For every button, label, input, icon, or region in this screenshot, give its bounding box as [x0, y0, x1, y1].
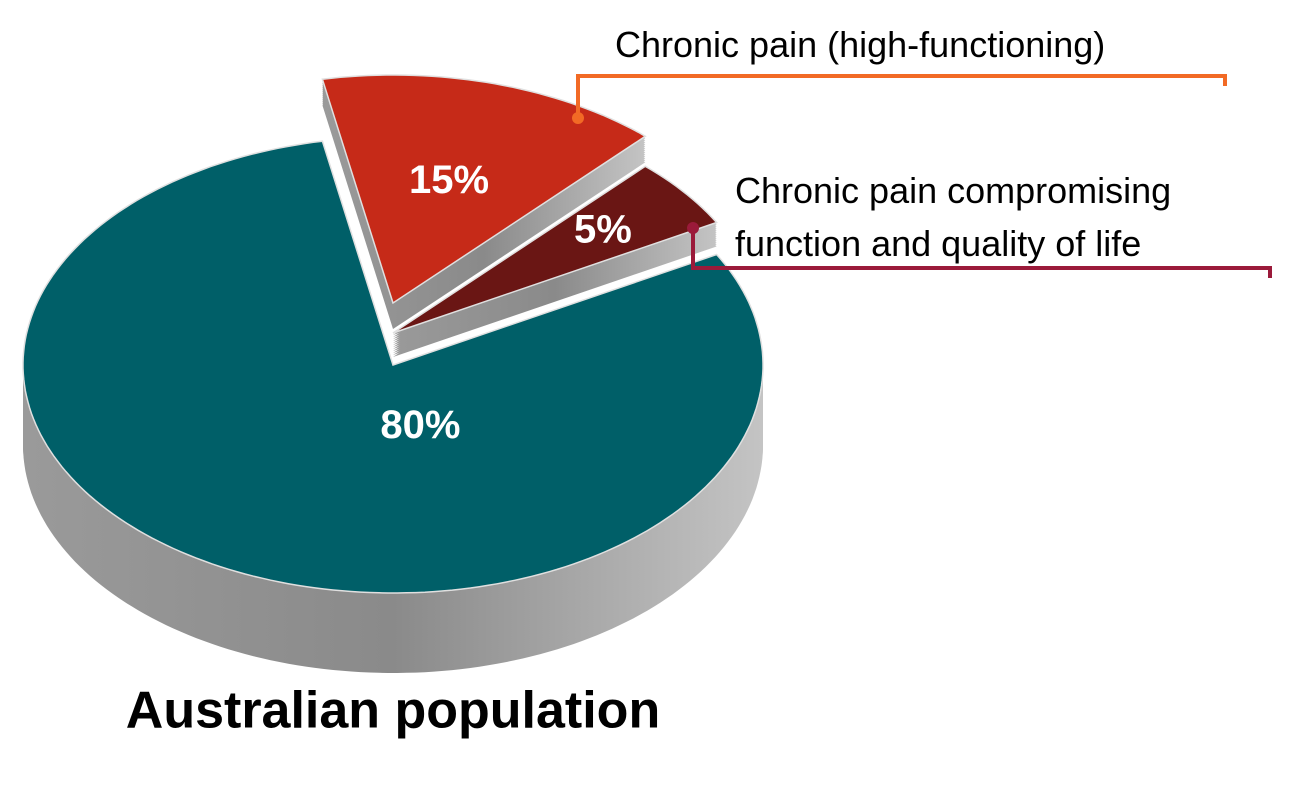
pie-slice	[392, 165, 718, 334]
pie-slice	[22, 140, 764, 594]
legend-label: Chronic pain (high-functioning)	[615, 24, 1105, 65]
value-label: 15%	[409, 158, 489, 202]
value-label: 80%	[380, 403, 460, 447]
leader-line	[691, 228, 1272, 278]
legend-label: Chronic pain compromising function and qu…	[735, 170, 1171, 264]
pie-slice	[321, 74, 647, 305]
leader-dot	[687, 222, 699, 234]
legend-line: Chronic pain (high-functioning)	[615, 24, 1105, 65]
leader-line	[576, 74, 1227, 118]
leader-dot	[572, 112, 584, 124]
value-label: 5%	[574, 207, 632, 251]
chart-title: Australian population	[126, 682, 660, 740]
legend-line: function and quality of life	[735, 223, 1141, 264]
legend-line: Chronic pain compromising	[735, 170, 1171, 211]
